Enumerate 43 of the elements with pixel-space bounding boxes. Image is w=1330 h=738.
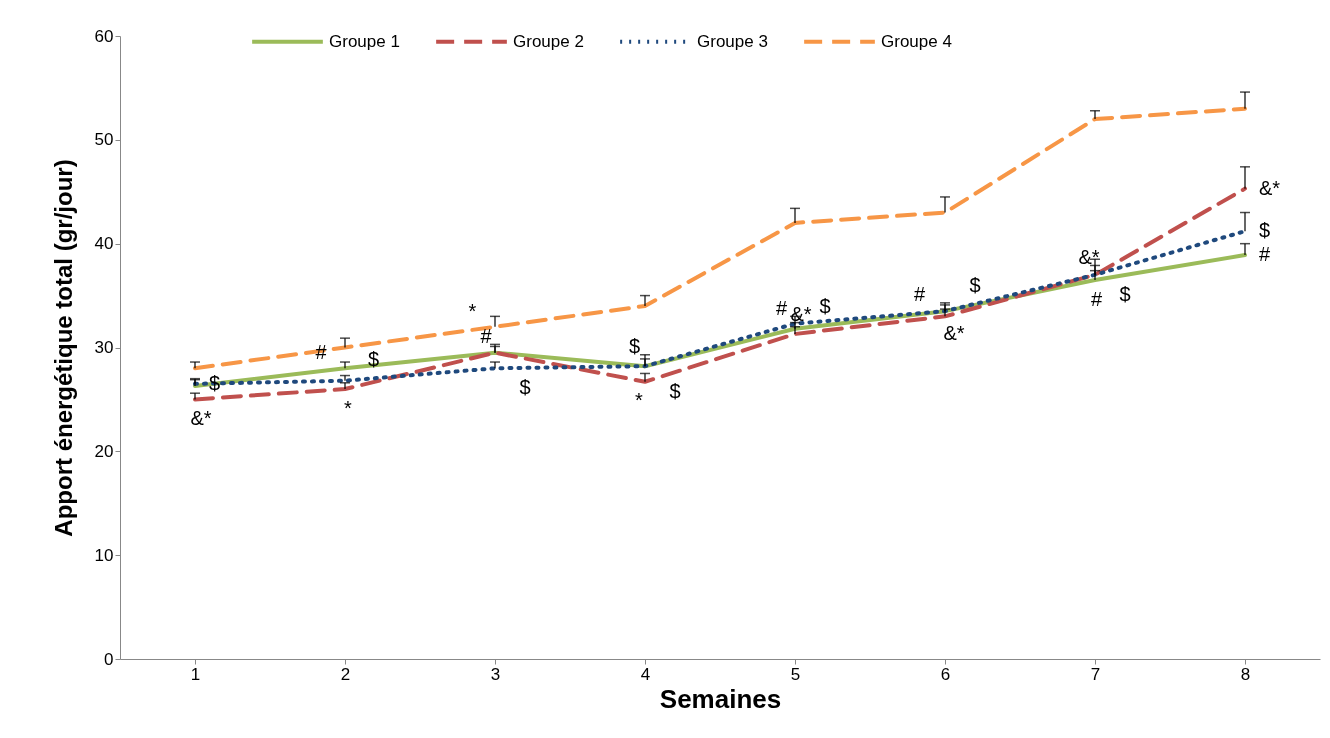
x-tick-label: 3 <box>490 664 501 684</box>
legend-label: Groupe 3 <box>697 31 768 51</box>
x-tick-label: 2 <box>340 664 351 684</box>
y-tick-label: 20 <box>94 441 114 461</box>
y-tick-label: 30 <box>94 338 114 357</box>
annotation: $ <box>519 375 531 398</box>
y-tick-label: 50 <box>94 130 114 150</box>
annotation: &* <box>1259 176 1281 199</box>
annotation: $ <box>819 295 831 318</box>
annotation: # <box>913 283 926 306</box>
x-tick-label: 5 <box>790 664 801 684</box>
line-series <box>193 106 1247 371</box>
x-tick-label: 8 <box>1240 664 1251 684</box>
x-axis-title: Semaines <box>659 683 782 714</box>
y-tick-label: 10 <box>94 545 114 565</box>
annotation: * <box>635 388 644 411</box>
x-tick-label: 4 <box>640 664 651 684</box>
annotation: $ <box>628 335 641 358</box>
annotation: # <box>775 297 788 320</box>
x-tick-label: 6 <box>940 664 951 684</box>
annotation: # <box>480 324 493 347</box>
y-tick-label: 0 <box>104 649 114 669</box>
legend-label: Groupe 2 <box>513 31 584 51</box>
annotation: $ <box>669 380 681 403</box>
annotation: &* <box>790 303 812 326</box>
annotation: * <box>468 299 477 322</box>
annotation: &* <box>190 407 212 429</box>
annotation: $ <box>969 273 981 296</box>
legend-label: Groupe 1 <box>329 31 400 51</box>
annotation: $ <box>1119 283 1131 306</box>
annotation: $ <box>1259 219 1271 242</box>
annotation: * <box>344 396 353 419</box>
y-tick-label: 60 <box>94 26 114 46</box>
x-tick-label: 7 <box>1090 664 1101 684</box>
y-axis-title: Apport énergétique total (gr/jour) <box>49 159 77 537</box>
annotation: # <box>1090 287 1103 310</box>
annotation: &* <box>1078 246 1100 269</box>
y-tick-label: 40 <box>94 234 114 254</box>
line-series <box>193 186 1247 402</box>
annotation: # <box>1259 243 1271 266</box>
legend-label: Groupe 4 <box>881 31 952 51</box>
x-tick-label: 1 <box>190 664 201 684</box>
annotation: &* <box>943 321 965 344</box>
